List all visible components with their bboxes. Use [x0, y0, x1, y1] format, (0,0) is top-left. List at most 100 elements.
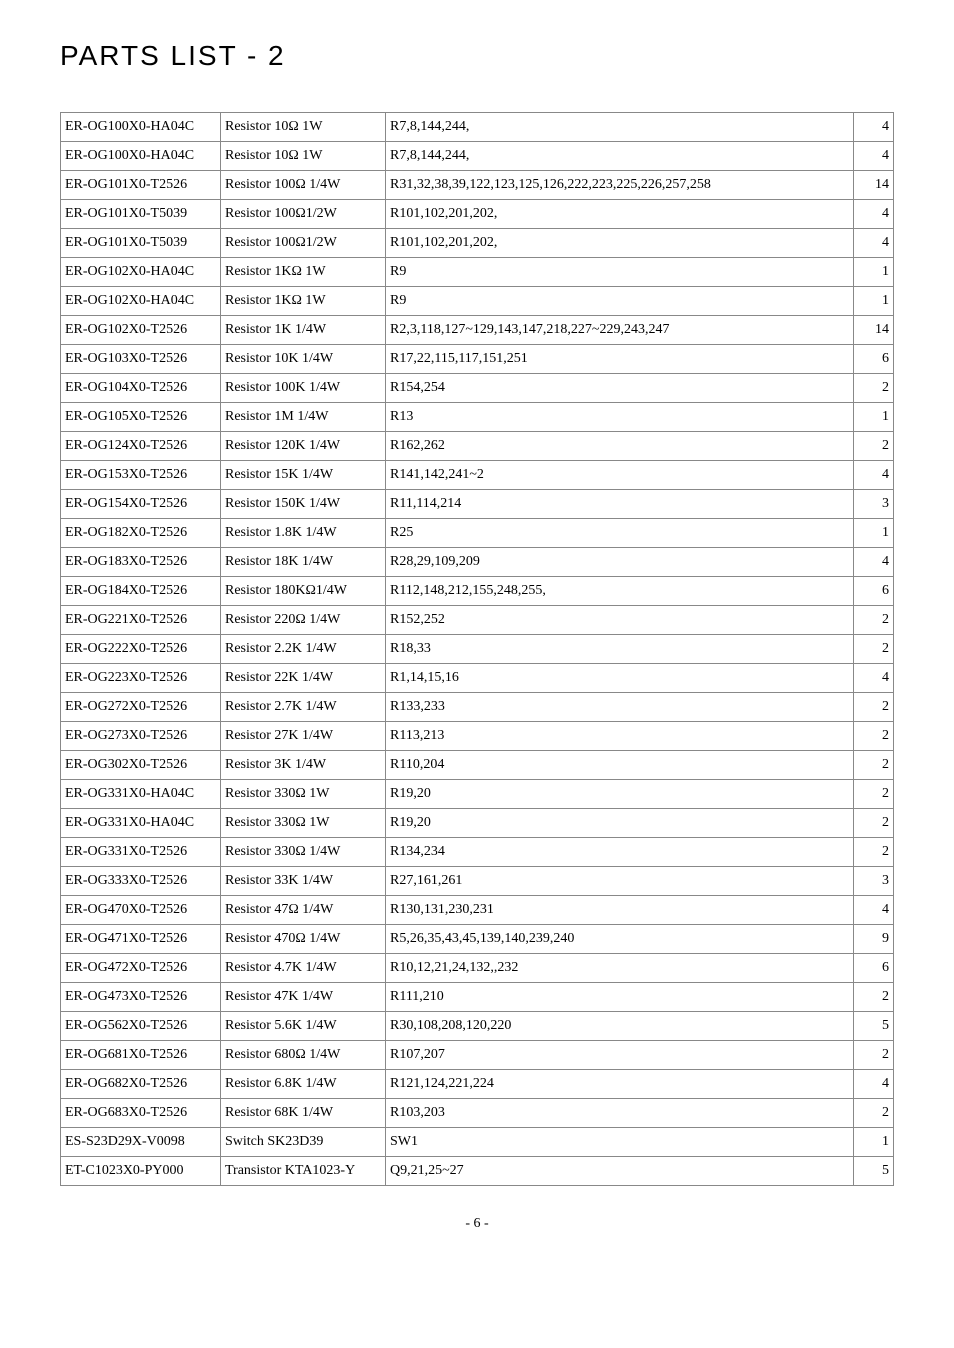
- description-cell: Resistor 22K 1/4W: [221, 664, 386, 693]
- table-row: ER-OG184X0-T2526Resistor 180KΩ1/4WR112,1…: [61, 577, 894, 606]
- part-number-cell: ER-OG223X0-T2526: [61, 664, 221, 693]
- part-number-cell: ER-OG124X0-T2526: [61, 432, 221, 461]
- references-cell: R31,32,38,39,122,123,125,126,222,223,225…: [386, 171, 854, 200]
- references-cell: R154,254: [386, 374, 854, 403]
- description-cell: Resistor 10Ω 1W: [221, 113, 386, 142]
- table-row: ER-OG223X0-T2526Resistor 22K 1/4WR1,14,1…: [61, 664, 894, 693]
- part-number-cell: ER-OG154X0-T2526: [61, 490, 221, 519]
- table-row: ER-OG222X0-T2526Resistor 2.2K 1/4WR18,33…: [61, 635, 894, 664]
- part-number-cell: ER-OG472X0-T2526: [61, 954, 221, 983]
- table-row: ER-OG302X0-T2526Resistor 3K 1/4WR110,204…: [61, 751, 894, 780]
- references-cell: R101,102,201,202,: [386, 200, 854, 229]
- table-row: ER-OG681X0-T2526Resistor 680Ω 1/4WR107,2…: [61, 1041, 894, 1070]
- part-number-cell: ER-OG470X0-T2526: [61, 896, 221, 925]
- table-row: ER-OG102X0-T2526Resistor 1K 1/4WR2,3,118…: [61, 316, 894, 345]
- description-cell: Resistor 47K 1/4W: [221, 983, 386, 1012]
- quantity-cell: 1: [854, 287, 894, 316]
- quantity-cell: 1: [854, 519, 894, 548]
- part-number-cell: ER-OG104X0-T2526: [61, 374, 221, 403]
- table-row: ER-OG101X0-T5039Resistor 100Ω1/2WR101,10…: [61, 229, 894, 258]
- page-title: PARTS LIST - 2: [60, 40, 894, 72]
- part-number-cell: ER-OG302X0-T2526: [61, 751, 221, 780]
- quantity-cell: 2: [854, 635, 894, 664]
- part-number-cell: ER-OG471X0-T2526: [61, 925, 221, 954]
- description-cell: Resistor 27K 1/4W: [221, 722, 386, 751]
- description-cell: Resistor 100Ω1/2W: [221, 200, 386, 229]
- table-row: ER-OG154X0-T2526Resistor 150K 1/4WR11,11…: [61, 490, 894, 519]
- part-number-cell: ER-OG222X0-T2526: [61, 635, 221, 664]
- references-cell: R5,26,35,43,45,139,140,239,240: [386, 925, 854, 954]
- references-cell: R141,142,241~2: [386, 461, 854, 490]
- quantity-cell: 4: [854, 461, 894, 490]
- part-number-cell: ER-OG682X0-T2526: [61, 1070, 221, 1099]
- table-row: ER-OG153X0-T2526Resistor 15K 1/4WR141,14…: [61, 461, 894, 490]
- quantity-cell: 14: [854, 316, 894, 345]
- parts-table: ER-OG100X0-HA04CResistor 10Ω 1WR7,8,144,…: [60, 112, 894, 1186]
- references-cell: R13: [386, 403, 854, 432]
- references-cell: R1,14,15,16: [386, 664, 854, 693]
- table-row: ER-OG683X0-T2526Resistor 68K 1/4WR103,20…: [61, 1099, 894, 1128]
- quantity-cell: 4: [854, 229, 894, 258]
- quantity-cell: 4: [854, 200, 894, 229]
- description-cell: Resistor 470Ω 1/4W: [221, 925, 386, 954]
- table-row: ER-OG182X0-T2526Resistor 1.8K 1/4WR251: [61, 519, 894, 548]
- quantity-cell: 2: [854, 606, 894, 635]
- table-row: ET-C1023X0-PY000Transistor KTA1023-YQ9,2…: [61, 1157, 894, 1186]
- table-row: ER-OG473X0-T2526Resistor 47K 1/4WR111,21…: [61, 983, 894, 1012]
- quantity-cell: 1: [854, 403, 894, 432]
- quantity-cell: 5: [854, 1012, 894, 1041]
- part-number-cell: ER-OG102X0-T2526: [61, 316, 221, 345]
- table-row: ER-OG100X0-HA04CResistor 10Ω 1WR7,8,144,…: [61, 142, 894, 171]
- part-number-cell: ER-OG333X0-T2526: [61, 867, 221, 896]
- references-cell: R113,213: [386, 722, 854, 751]
- part-number-cell: ER-OG681X0-T2526: [61, 1041, 221, 1070]
- references-cell: R9: [386, 287, 854, 316]
- references-cell: R10,12,21,24,132,,232: [386, 954, 854, 983]
- description-cell: Resistor 100Ω 1/4W: [221, 171, 386, 200]
- description-cell: Resistor 1KΩ 1W: [221, 258, 386, 287]
- references-cell: R101,102,201,202,: [386, 229, 854, 258]
- description-cell: Resistor 3K 1/4W: [221, 751, 386, 780]
- description-cell: Resistor 330Ω 1W: [221, 780, 386, 809]
- table-row: ER-OG100X0-HA04CResistor 10Ω 1WR7,8,144,…: [61, 113, 894, 142]
- references-cell: R112,148,212,155,248,255,: [386, 577, 854, 606]
- quantity-cell: 2: [854, 1041, 894, 1070]
- references-cell: R134,234: [386, 838, 854, 867]
- references-cell: R18,33: [386, 635, 854, 664]
- quantity-cell: 4: [854, 113, 894, 142]
- table-row: ER-OG103X0-T2526Resistor 10K 1/4WR17,22,…: [61, 345, 894, 374]
- part-number-cell: ER-OG473X0-T2526: [61, 983, 221, 1012]
- description-cell: Resistor 15K 1/4W: [221, 461, 386, 490]
- description-cell: Resistor 2.2K 1/4W: [221, 635, 386, 664]
- description-cell: Switch SK23D39: [221, 1128, 386, 1157]
- part-number-cell: ER-OG102X0-HA04C: [61, 287, 221, 316]
- references-cell: R19,20: [386, 809, 854, 838]
- description-cell: Resistor 120K 1/4W: [221, 432, 386, 461]
- description-cell: Resistor 180KΩ1/4W: [221, 577, 386, 606]
- part-number-cell: ER-OG100X0-HA04C: [61, 142, 221, 171]
- quantity-cell: 2: [854, 722, 894, 751]
- description-cell: Resistor 1M 1/4W: [221, 403, 386, 432]
- table-row: ER-OG471X0-T2526Resistor 470Ω 1/4WR5,26,…: [61, 925, 894, 954]
- table-row: ER-OG183X0-T2526Resistor 18K 1/4WR28,29,…: [61, 548, 894, 577]
- description-cell: Resistor 100Ω1/2W: [221, 229, 386, 258]
- table-row: ER-OG124X0-T2526Resistor 120K 1/4WR162,2…: [61, 432, 894, 461]
- table-row: ER-OG105X0-T2526Resistor 1M 1/4WR131: [61, 403, 894, 432]
- quantity-cell: 2: [854, 432, 894, 461]
- description-cell: Resistor 330Ω 1/4W: [221, 838, 386, 867]
- references-cell: Q9,21,25~27: [386, 1157, 854, 1186]
- description-cell: Resistor 1K 1/4W: [221, 316, 386, 345]
- references-cell: R7,8,144,244,: [386, 142, 854, 171]
- quantity-cell: 6: [854, 577, 894, 606]
- description-cell: Resistor 33K 1/4W: [221, 867, 386, 896]
- references-cell: R103,203: [386, 1099, 854, 1128]
- references-cell: R30,108,208,120,220: [386, 1012, 854, 1041]
- part-number-cell: ER-OG221X0-T2526: [61, 606, 221, 635]
- quantity-cell: 2: [854, 983, 894, 1012]
- part-number-cell: ER-OG101X0-T5039: [61, 200, 221, 229]
- table-row: ER-OG272X0-T2526Resistor 2.7K 1/4WR133,2…: [61, 693, 894, 722]
- table-row: ER-OG331X0-T2526Resistor 330Ω 1/4WR134,2…: [61, 838, 894, 867]
- description-cell: Resistor 6.8K 1/4W: [221, 1070, 386, 1099]
- references-cell: R152,252: [386, 606, 854, 635]
- part-number-cell: ER-OG331X0-HA04C: [61, 809, 221, 838]
